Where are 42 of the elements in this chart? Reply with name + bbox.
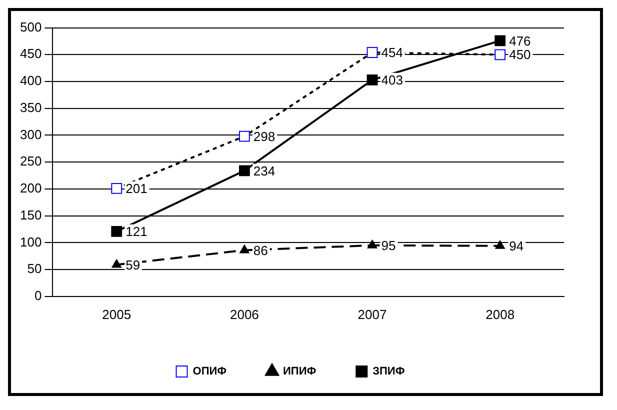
point	[240, 244, 250, 254]
y-tick-label: 100	[20, 234, 42, 250]
point	[112, 259, 122, 268]
legend-label: ИПИФ	[283, 366, 316, 378]
data-label: 95	[381, 238, 396, 253]
data-label: 94	[509, 238, 524, 254]
point	[111, 226, 122, 237]
point	[494, 35, 506, 46]
y-tick-label: 150	[20, 207, 42, 222]
y-tick-label: 350	[20, 100, 42, 115]
y-tick-label: 50	[27, 261, 42, 276]
data-label: 121	[126, 224, 148, 239]
data-label: 234	[253, 163, 276, 178]
point	[366, 74, 378, 86]
y-tick-label: 500	[20, 19, 42, 34]
point	[494, 49, 506, 60]
y-tick-label: 250	[20, 154, 42, 169]
point	[367, 240, 378, 248]
legend-label: ОПИФ	[192, 366, 227, 378]
y-tick-label: 300	[20, 126, 42, 142]
x-tick-label: 2007	[358, 306, 387, 322]
y-tick-label: 200	[20, 180, 42, 196]
data-label: 86	[253, 242, 268, 258]
x-tick-label: 2006	[230, 306, 259, 322]
x-tick-label: 2008	[486, 306, 515, 322]
point	[495, 240, 505, 249]
data-label: 454	[381, 45, 403, 60]
y-tick-label: 400	[20, 73, 42, 88]
point	[111, 182, 122, 194]
y-tick-label: 0	[34, 288, 42, 303]
data-label: 201	[126, 181, 148, 196]
data-label: 450	[509, 47, 531, 62]
legend-label: ЗПИФ	[372, 366, 405, 378]
data-label: 59	[126, 257, 140, 272]
point	[238, 165, 250, 176]
x-tick-label: 2005	[102, 306, 132, 322]
data-label: 298	[253, 128, 276, 144]
point	[366, 47, 378, 58]
point	[238, 130, 250, 142]
data-label: 403	[381, 72, 403, 88]
y-tick-label: 450	[20, 46, 42, 62]
data-label: 476	[509, 33, 531, 48]
